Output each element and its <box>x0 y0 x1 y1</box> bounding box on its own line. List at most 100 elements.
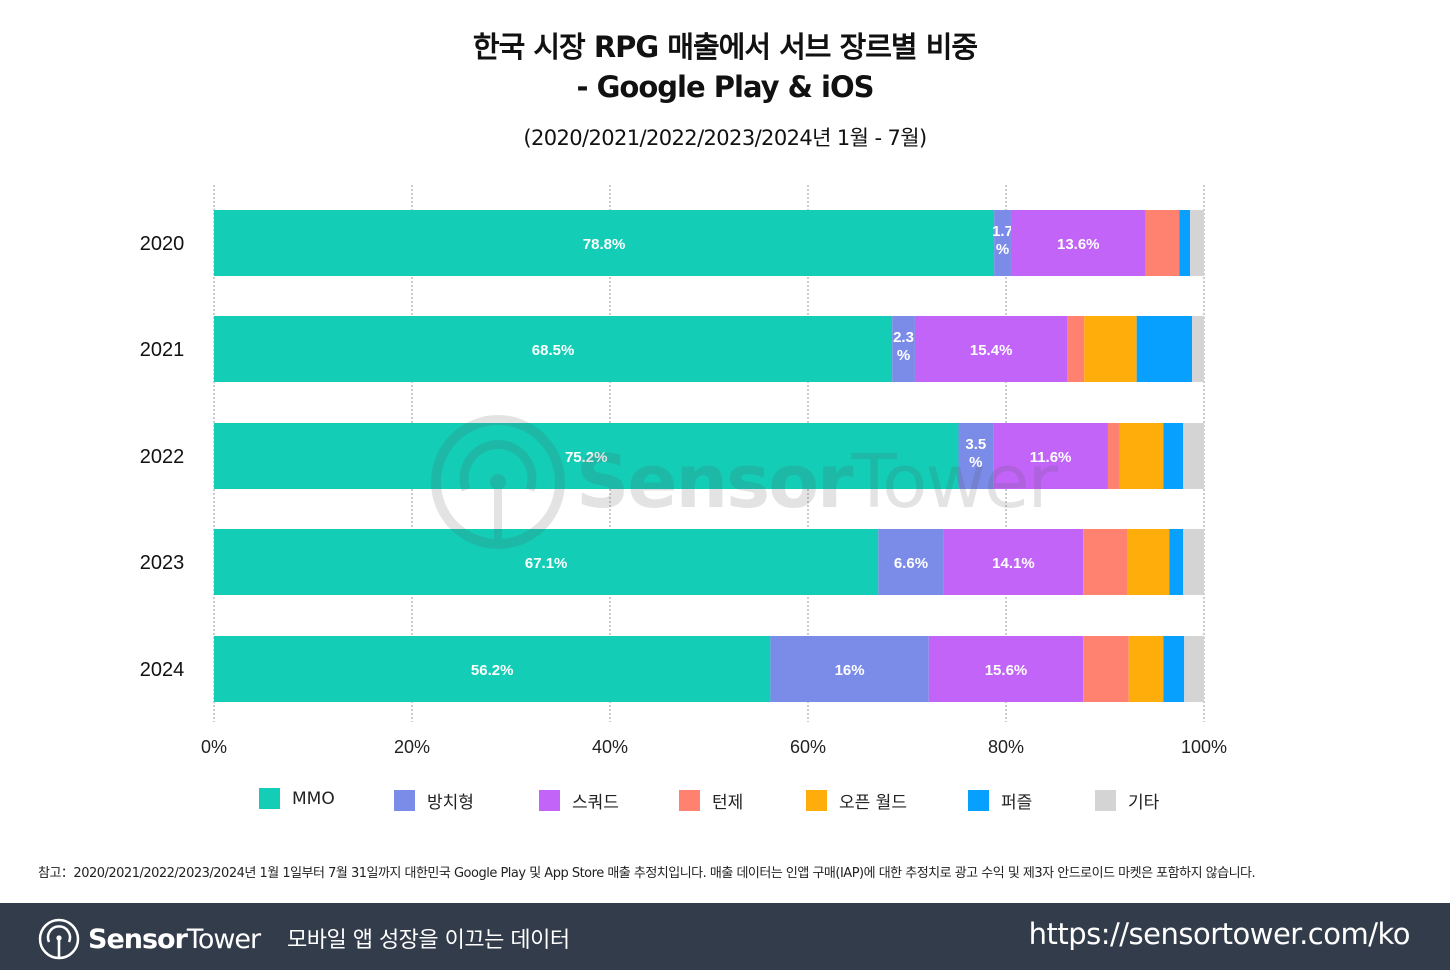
bar-segment <box>770 636 929 702</box>
data-label-line: 11.6% <box>1030 449 1072 466</box>
bar-segment <box>1083 529 1128 595</box>
sensortower-logo-icon <box>38 918 80 960</box>
legend-label: 턴제 <box>712 793 744 813</box>
legend-item: 오픈 월드 <box>806 788 907 813</box>
data-label: 16% <box>835 662 865 679</box>
bar-segment <box>1083 636 1129 702</box>
bar-segment <box>1145 210 1180 276</box>
data-label-line: 6.6% <box>894 555 928 572</box>
bar-segment <box>1010 210 1146 276</box>
legend-item: 스쿼드 <box>539 788 619 813</box>
data-label: 3.5% <box>965 436 986 471</box>
legend-item: 턴제 <box>679 788 743 813</box>
data-label-line: 78.8% <box>583 236 626 253</box>
bar-segment <box>1119 423 1164 489</box>
bar-segment <box>1169 529 1184 595</box>
legend-label: 기타 <box>1128 793 1160 813</box>
legend-item: MMO <box>259 788 335 809</box>
data-label: 15.6% <box>985 662 1028 679</box>
data-label-line: 13.6% <box>1057 236 1100 253</box>
bar-segment <box>1107 423 1120 489</box>
x-tick-label: 40% <box>592 737 628 757</box>
bar-segment <box>214 529 879 595</box>
data-label-line: 3.5 <box>965 436 986 453</box>
bar-segment <box>993 423 1108 489</box>
footer-brand-light: Tower <box>186 923 261 955</box>
data-label-line: 56.2% <box>471 662 514 679</box>
chart-legend: MMO 방치형 스쿼드 턴제 오픈 월드 퍼즐 기타 <box>0 788 1450 813</box>
bar-segment <box>1163 636 1185 702</box>
y-category-label: 2021 <box>140 339 185 361</box>
legend-label: 스쿼드 <box>572 793 619 813</box>
legend-label: 오픈 월드 <box>839 793 907 813</box>
data-label-line: % <box>897 347 910 364</box>
y-category-label: 2024 <box>140 659 185 681</box>
y-category-label: 2023 <box>140 552 185 574</box>
bar-segment <box>958 423 994 489</box>
data-label: 14.1% <box>992 555 1035 572</box>
bar-segment <box>1183 529 1204 595</box>
data-label-line: 15.4% <box>970 342 1013 359</box>
x-tick-label: 60% <box>790 737 826 757</box>
stacked-bar-chart: 0% 20% 40% 60% 80% 100% 2020 78.8% 1.7% 13.6% 2021… <box>140 185 1227 757</box>
legend-swatch <box>968 790 989 811</box>
chart-title: 한국 시장 RPG 매출에서 서브 장르별 비중 <box>472 30 978 64</box>
y-category-label: 2022 <box>140 446 185 468</box>
bar-segment <box>214 636 771 702</box>
legend-swatch <box>1095 790 1116 811</box>
bar-segment <box>1184 636 1204 702</box>
data-label: 15.4% <box>970 342 1013 359</box>
y-category-label: 2020 <box>140 233 185 255</box>
bar-segment <box>914 316 1068 382</box>
legend-item: 퍼즐 <box>968 788 1032 813</box>
data-label-line: % <box>969 454 982 471</box>
legend-label: MMO <box>292 788 335 809</box>
data-label: 2.3% <box>893 329 914 364</box>
bar-segment <box>928 636 1084 702</box>
data-label: 6.6% <box>894 555 928 572</box>
data-label: 75.2% <box>565 449 608 466</box>
bar-segment <box>1163 423 1184 489</box>
bar-segment <box>892 316 915 382</box>
data-label-line: 2.3 <box>893 329 914 346</box>
data-label-line: 15.6% <box>985 662 1028 679</box>
data-label: 68.5% <box>532 342 575 359</box>
bar-segment <box>1192 316 1204 382</box>
data-label-line: 67.1% <box>525 555 568 572</box>
legend-item: 방치형 <box>394 788 474 813</box>
x-tick-label: 100% <box>1181 737 1227 757</box>
data-label: 13.6% <box>1057 236 1100 253</box>
x-tick-label: 0% <box>201 737 227 757</box>
bar-segment <box>994 210 1011 276</box>
data-label-line: 68.5% <box>532 342 575 359</box>
footer-bar: SensorTower 모바일 앱 성장을 이끄는 데이터 https://se… <box>0 903 1450 970</box>
legend-item: 기타 <box>1095 788 1159 813</box>
bar-segment <box>1067 316 1085 382</box>
bar-segment <box>1127 529 1170 595</box>
footer-url[interactable]: https://sensortower.com/ko <box>1028 917 1411 951</box>
legend-swatch <box>539 790 560 811</box>
chart-subtitle: (2020/2021/2022/2023/2024년 1월 - 7월) <box>523 126 927 150</box>
footer-logo: SensorTower <box>38 918 261 960</box>
chart-title-line2: - Google Play & iOS <box>576 70 875 104</box>
bar-segment <box>1128 636 1164 702</box>
legend-label: 퍼즐 <box>1001 793 1033 813</box>
footnote: 참고：2020/2021/2022/2023/2024년 1월 1일부터 7월 … <box>38 866 1256 881</box>
data-label: 67.1% <box>525 555 568 572</box>
data-label-line: % <box>996 241 1009 258</box>
bar-segment <box>214 316 893 382</box>
bar-segment <box>1179 210 1191 276</box>
data-label: 56.2% <box>471 662 514 679</box>
bar-segment <box>1084 316 1137 382</box>
legend-swatch <box>806 790 827 811</box>
data-label-line: 75.2% <box>565 449 608 466</box>
legend-swatch <box>679 790 700 811</box>
bar-segment <box>214 423 959 489</box>
x-tick-label: 20% <box>394 737 430 757</box>
x-tick-label: 80% <box>988 737 1024 757</box>
data-label-line: 14.1% <box>992 555 1035 572</box>
legend-label: 방치형 <box>427 793 474 813</box>
data-label-line: 1.7 <box>992 223 1013 240</box>
bar-segment <box>943 529 1084 595</box>
bar-segment <box>1183 423 1204 489</box>
